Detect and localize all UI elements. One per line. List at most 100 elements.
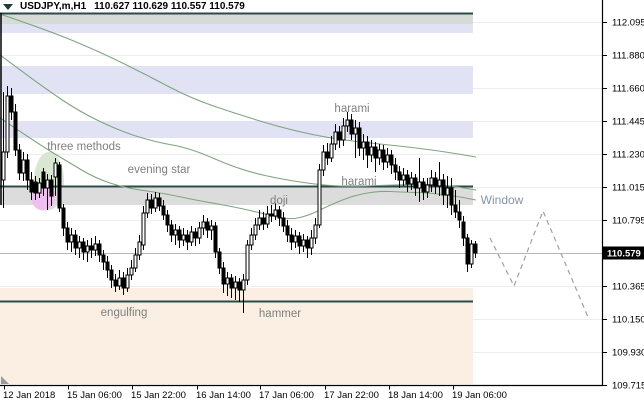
candle-body-bull [1, 151, 6, 181]
sr-zone-band [0, 187, 473, 205]
candle [197, 222, 202, 244]
candle [177, 226, 182, 248]
candle-body-bull [265, 213, 270, 225]
candle-body-bear [269, 213, 274, 217]
candle [189, 226, 194, 246]
candle-body-bear [25, 159, 30, 181]
candle-body-bear [149, 199, 154, 209]
candle-body-bull [5, 95, 10, 153]
candle [301, 234, 306, 252]
pattern-label-three-methods: three methods [47, 141, 121, 153]
candle [81, 238, 86, 260]
candle [341, 118, 346, 146]
price-tick-label: 109.930 [612, 348, 644, 359]
candle [121, 272, 126, 295]
candle-body-bull [345, 119, 350, 127]
candle-body-bear [213, 225, 218, 253]
candle-body-bull [93, 243, 98, 251]
chart-ohlc-quotes: 110.627 110.629 110.557 110.579 [94, 1, 245, 12]
symbol-dropdown-icon[interactable] [3, 3, 13, 10]
candle [397, 166, 402, 188]
current-price-tag [603, 246, 644, 260]
candle-body-bear [121, 277, 126, 289]
candle [205, 218, 210, 238]
candle-body-bear [421, 181, 426, 193]
candle [325, 143, 330, 165]
candle [105, 256, 110, 278]
candle-body-bear [281, 217, 286, 227]
time-tick-label: 19 Jan 06:00 [452, 390, 507, 401]
candle-body-bear [81, 241, 86, 253]
candle-body-bear [61, 207, 66, 229]
candle-body-bear [157, 197, 162, 207]
candle-body-bear [29, 179, 34, 193]
candle-body-bull [445, 187, 450, 196]
pattern-label-hammer: hammer [259, 308, 301, 320]
candle [281, 212, 286, 232]
candle [313, 218, 318, 244]
candle [165, 210, 170, 232]
candle [373, 142, 378, 172]
candle-body-bear [13, 111, 18, 151]
candle-body-bear [465, 237, 470, 265]
candle [229, 274, 234, 298]
candle [249, 228, 254, 250]
candle-body-bull [173, 229, 178, 236]
candle [141, 206, 146, 250]
time-tick-label: 17 Jan 06:00 [259, 390, 314, 401]
candle-body-bull [329, 143, 334, 159]
candle [309, 230, 314, 255]
candle [289, 228, 294, 250]
candle-body-bear [41, 171, 46, 189]
current-price-tag-label: 110.579 [607, 249, 641, 260]
time-tick-label: 15 Jan 22:00 [131, 390, 186, 401]
candle-body-bear [185, 234, 190, 243]
candle-body-bear [65, 227, 70, 243]
time-tick-label: 12 Jan 2018 [3, 390, 55, 401]
candle-body-bear [177, 229, 182, 241]
candle [393, 158, 398, 180]
candle-body-bear [373, 146, 378, 159]
candle-body-bull [37, 182, 42, 194]
candle-body-bull [249, 234, 254, 246]
price-tick-label: 111.445 [612, 117, 644, 128]
candle-body-bear [89, 245, 94, 251]
candle-body-bear [161, 205, 166, 216]
candle [297, 232, 302, 254]
candle-body-bull [189, 231, 194, 243]
candle [201, 215, 206, 235]
candle [13, 104, 18, 156]
candle [353, 120, 358, 158]
candle [97, 240, 102, 262]
candle [85, 240, 90, 262]
candle-body-bear [337, 131, 342, 141]
candle [261, 212, 266, 230]
sr-zone-band [0, 66, 473, 94]
candle-body-bull [313, 224, 318, 239]
candle-body-bull [385, 154, 390, 163]
candle-body-bear [389, 154, 394, 166]
candle [149, 194, 154, 214]
candle-body-bear [461, 221, 466, 239]
candle [357, 122, 362, 156]
candle [245, 240, 250, 285]
candle [405, 170, 410, 192]
candle-body-bull [241, 279, 246, 291]
candle [465, 234, 470, 272]
candle-body-bull [233, 281, 238, 289]
candle [329, 136, 334, 162]
candle-body-bull [417, 181, 422, 189]
candle [77, 236, 82, 258]
candle [53, 158, 58, 196]
candle [65, 222, 70, 250]
ma-slow-line [0, 13, 477, 158]
candle-body-bear [357, 127, 362, 149]
pattern-label-window: Window [481, 193, 524, 207]
chart-shift-triangle-icon[interactable] [1, 376, 9, 384]
candle [257, 210, 262, 230]
candle [185, 230, 190, 250]
candle-body-bull [225, 277, 230, 285]
candle-body-bull [353, 127, 358, 135]
candle-body-bull [301, 239, 306, 247]
